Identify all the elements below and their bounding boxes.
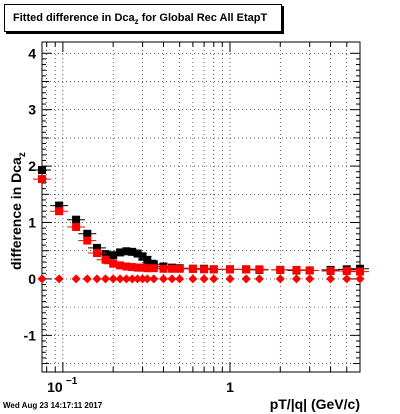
data-point: [115, 274, 125, 284]
data-point: [158, 274, 168, 284]
data-point: [71, 274, 81, 284]
data-point: [54, 274, 64, 284]
data-point: [101, 250, 110, 259]
x-tick-label: 10: [47, 379, 63, 395]
data-point: [225, 265, 234, 274]
data-point: [149, 264, 158, 273]
data-point: [72, 215, 81, 224]
y-tick-label: 3: [28, 102, 36, 118]
y-axis-label-text: difference in Dca: [8, 157, 24, 270]
data-point: [200, 265, 209, 274]
data-point: [101, 255, 110, 264]
data-point: [225, 274, 235, 284]
data-point: [275, 274, 285, 284]
y-tick-label: -1: [24, 327, 37, 343]
data-point: [356, 267, 364, 276]
y-tick-label: 4: [28, 45, 36, 61]
data-point: [109, 251, 118, 260]
y-axis-label: difference in Dcaz: [5, 152, 28, 270]
data-point: [38, 166, 46, 175]
data-point: [101, 274, 111, 284]
data-point: [55, 207, 64, 216]
data-point: [116, 248, 125, 257]
data-point: [175, 264, 184, 273]
data-point: [92, 243, 101, 252]
data-point: [92, 274, 102, 284]
data-point: [83, 229, 92, 238]
data-point: [121, 274, 131, 284]
data-point: [199, 274, 209, 284]
data-point: [305, 266, 314, 275]
title-text: Fitted difference in Dca: [13, 12, 135, 24]
y-axis-label-subscript: z: [16, 152, 28, 158]
data-point: [83, 236, 92, 245]
data-point: [133, 274, 143, 284]
data-point: [342, 267, 351, 276]
chart-title: Fitted difference in Dcaz for Global Rec…: [4, 4, 282, 32]
y-tick-label: 1: [28, 215, 36, 231]
data-point: [128, 263, 137, 272]
data-point: [122, 262, 131, 271]
y-tick-label: 0: [28, 271, 36, 287]
data-point: [188, 264, 197, 273]
data-point: [149, 274, 159, 284]
data-point: [55, 201, 64, 210]
data-point: [143, 256, 152, 265]
data-point: [92, 248, 101, 257]
data-point: [142, 274, 152, 284]
data-point: [72, 223, 81, 232]
data-point: [326, 274, 336, 284]
data-point: [209, 274, 219, 284]
plot-frame-bg: [42, 42, 360, 372]
x-axis-label: pT/|q| (GeV/c): [269, 396, 360, 412]
title-subscript: z: [134, 17, 139, 27]
data-point: [128, 247, 137, 256]
data-point: [82, 274, 92, 284]
data-point: [138, 274, 148, 284]
data-point: [342, 274, 352, 284]
timestamp: Wed Aug 23 14:17:11 2017: [3, 401, 103, 410]
data-point: [242, 265, 251, 274]
x-tick-label-exponent: −1: [66, 376, 78, 387]
data-point: [305, 274, 315, 284]
data-point: [326, 267, 335, 276]
x-tick-label: 1: [226, 379, 234, 395]
data-point: [138, 263, 147, 272]
data-point: [292, 265, 301, 274]
data-point: [254, 274, 264, 284]
data-point: [276, 265, 285, 274]
data-point: [116, 261, 125, 270]
data-point: [37, 274, 47, 284]
data-point: [167, 274, 177, 284]
data-point: [138, 252, 147, 261]
title-text-rest: for Global Rec All EtapT: [138, 12, 268, 24]
data-point: [109, 259, 118, 268]
plot-frame: [41, 41, 361, 373]
data-point: [188, 274, 198, 284]
data-point: [175, 274, 185, 284]
y-tick-label: 2: [28, 158, 36, 174]
data-point: [241, 274, 251, 284]
data-point: [127, 274, 137, 284]
data-point: [108, 274, 118, 284]
data-point: [255, 265, 264, 274]
data-point: [133, 249, 142, 258]
data-point: [291, 274, 301, 284]
data-point: [38, 175, 46, 184]
data-point: [209, 265, 218, 274]
data-point: [122, 247, 131, 256]
data-point: [355, 274, 365, 284]
